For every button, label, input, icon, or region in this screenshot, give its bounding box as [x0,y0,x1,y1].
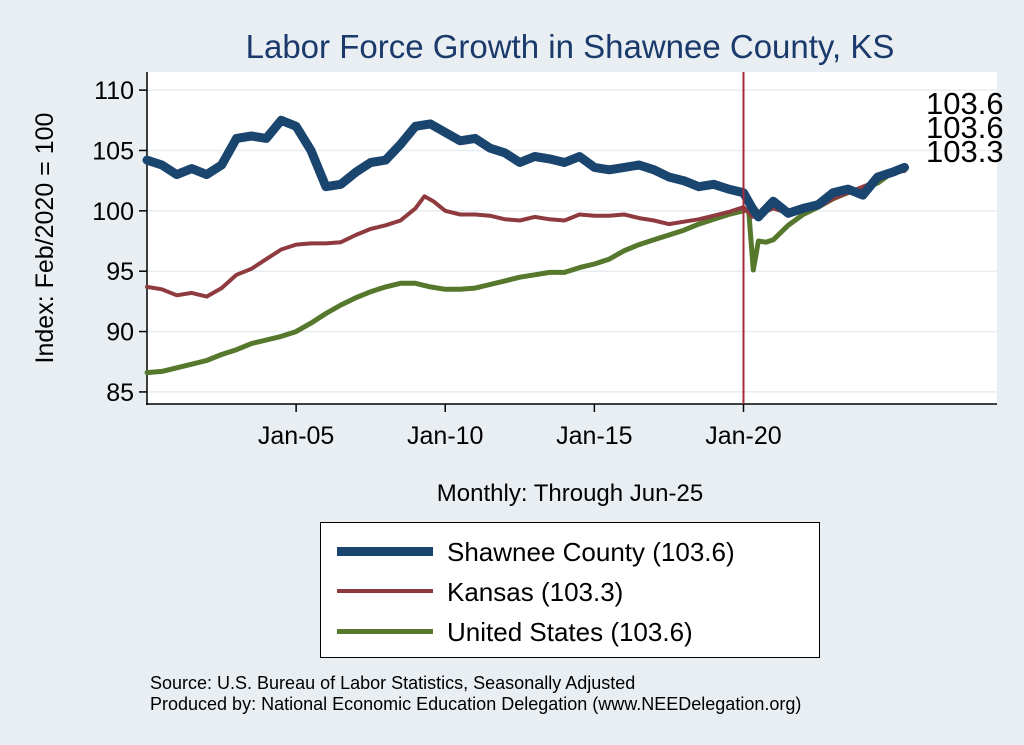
y-tick-label: 85 [106,379,134,407]
x-tick-label: Jan-15 [556,422,632,450]
kansas-line [145,169,907,299]
y-tick-label: 90 [106,319,134,347]
legend-label-kansas: Kansas (103.3) [447,577,624,607]
y-tick-label: 105 [92,137,134,165]
shawnee-line [142,115,909,222]
y-tick-label: 110 [94,77,134,105]
x-axis-title: Monthly: Through Jun-25 [436,480,704,507]
end-label-kansas: 103.3 [926,134,1004,169]
legend-swatch-shawnee [337,547,433,556]
axes: 85 90 95 100 105 110 Jan-05 Jan-10 Jan-15 Jan-20 I… [31,72,997,450]
y-tick-label: 100 [92,198,134,226]
legend: Shawnee County (103.6) Kansas (103.3) Un… [320,522,820,658]
source-line: Source: U.S. Bureau of Labor Statistics,… [150,673,636,693]
legend-swatch-us [337,629,433,634]
end-label-us: 103.6 [926,110,1004,145]
producer-line: Produced by: National Economic Education… [150,694,802,714]
legend-item-shawnee: Shawnee County (103.6) [331,533,811,573]
legend-item-kansas: Kansas (103.3) [331,573,811,613]
x-tick-label: Jan-05 [258,422,334,450]
series-layer [142,72,909,404]
legend-item-us: United States (103.6) [331,613,811,653]
chart-title: Labor Force Growth in Shawnee County, KS [245,28,895,65]
x-tick-label: Jan-10 [407,422,483,450]
y-axis-title: Index: Feb/2020 = 100 [31,113,59,364]
us-line [144,164,907,376]
legend-label-shawnee: Shawnee County (103.6) [447,537,735,567]
legend-label-us: United States (103.6) [447,617,693,647]
source-note: Source: U.S. Bureau of Labor Statistics,… [150,673,801,715]
x-tick-label: Jan-20 [705,422,781,450]
y-tick-label: 95 [106,258,134,286]
legend-swatch-kansas [337,589,433,593]
end-label-shawnee: 103.6 [926,86,1004,121]
